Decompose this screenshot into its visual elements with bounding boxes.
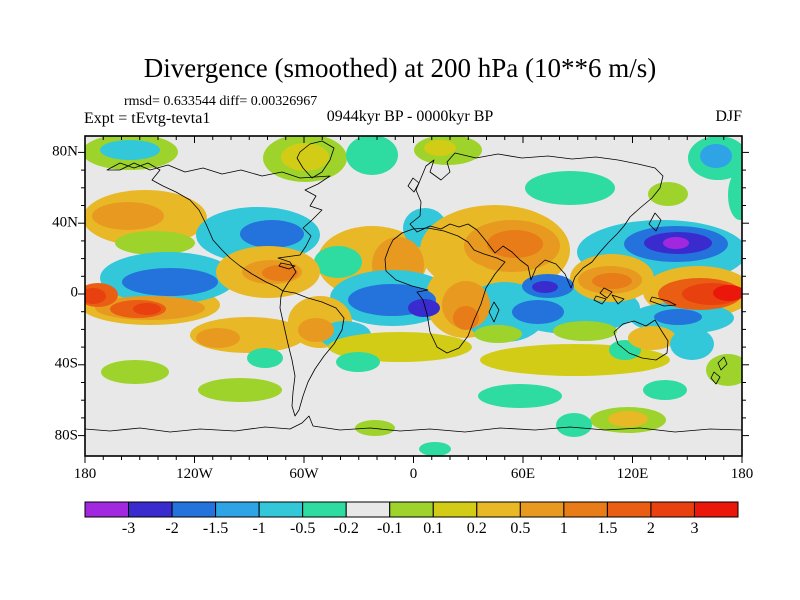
- colorbar-cell: [519, 501, 565, 518]
- x-tick-label: 120E: [616, 466, 649, 482]
- colorbar-label: 1: [559, 520, 568, 537]
- coastline: [593, 295, 607, 305]
- colorbar-label: -1.5: [202, 520, 229, 537]
- axis-ticks: [78, 136, 749, 463]
- colorbar-cell: [606, 501, 652, 518]
- colorbar: [84, 501, 739, 518]
- colorbar-cell: [345, 501, 391, 518]
- coastline: [710, 371, 721, 385]
- x-tick-label: 0: [409, 466, 418, 482]
- coastline: [488, 301, 500, 323]
- coastline: [384, 227, 506, 354]
- coastline: [599, 287, 613, 299]
- colorbar-cell: [215, 501, 260, 518]
- colorbar-cell: [302, 501, 347, 518]
- colorbar-label: 3: [690, 520, 699, 537]
- coastline: [648, 212, 662, 232]
- coastline: [717, 356, 728, 371]
- colorbar-cell: [432, 501, 478, 518]
- coastline: [613, 319, 669, 361]
- coastline: [278, 262, 296, 270]
- colorbar-cell: [693, 501, 739, 518]
- y-tick-label: 0: [70, 284, 79, 301]
- colorbar-label: -2: [165, 520, 179, 537]
- y-tick-label: 80N: [52, 143, 78, 160]
- coastline: [85, 415, 742, 433]
- colorbar-label: 0.5: [510, 520, 531, 537]
- colorbar-cell: [650, 501, 695, 518]
- x-tick-label: 60W: [289, 466, 319, 482]
- stats-line: rmsd= 0.633544 diff= 0.00326967: [124, 94, 318, 109]
- colorbar-cell: [258, 501, 304, 518]
- colorbar-label: 2: [646, 520, 655, 537]
- colorbar-label: -0.2: [333, 520, 359, 537]
- colorbar-label: 1.5: [597, 520, 618, 537]
- colorbar-label: -0.1: [377, 520, 403, 537]
- colorbar-cell: [128, 501, 173, 518]
- plot-title: Divergence (smoothed) at 200 hPa (10**6 …: [143, 53, 657, 83]
- coastline: [409, 152, 664, 289]
- period-label: 0944kyr BP - 0000kyr BP: [326, 108, 494, 125]
- coastline: [649, 296, 677, 307]
- colorbar-cell: [476, 501, 521, 518]
- colorbar-label: -3: [121, 520, 136, 537]
- x-tick-label: 180: [73, 466, 97, 482]
- colorbar-cell: [84, 501, 130, 518]
- x-tick-label: 60E: [510, 466, 536, 482]
- coastline: [611, 294, 625, 305]
- colorbar-label: 0.1: [423, 520, 444, 537]
- colorbar-label: -0.5: [289, 520, 316, 537]
- y-tick-label: 80S: [54, 427, 78, 444]
- contour-field: [85, 136, 742, 456]
- colorbar-cell: [171, 501, 217, 518]
- experiment-label: Expt = tEvtg-tevta1: [84, 110, 211, 127]
- y-tick-label: 40N: [52, 214, 78, 231]
- y-tick-label: 40S: [54, 355, 78, 372]
- colorbar-label: -1: [252, 520, 266, 537]
- coastline: [407, 177, 420, 193]
- colorbar-label: 0.2: [466, 520, 487, 537]
- x-tick-label: 180: [730, 466, 754, 482]
- colorbar-cell: [389, 501, 434, 518]
- x-tick-label: 120W: [176, 466, 213, 482]
- season-label: DJF: [715, 108, 742, 125]
- colorbar-cell: [563, 501, 608, 518]
- coastline: [296, 140, 335, 179]
- coastline: [279, 290, 345, 417]
- coastline: [106, 162, 331, 292]
